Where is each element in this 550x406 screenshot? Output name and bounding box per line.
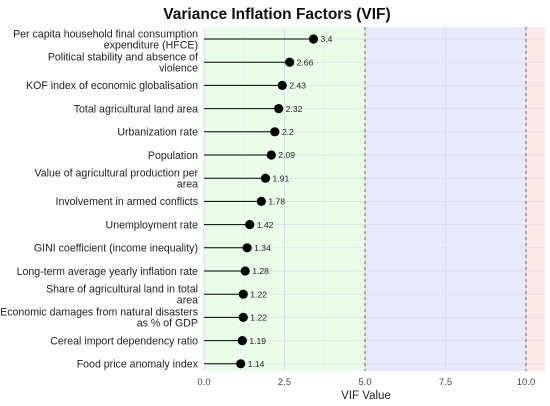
data-point xyxy=(240,266,250,276)
data-point xyxy=(242,243,252,253)
plot-area: 0.0 2.5 5.0 7.5 10.0 Per capita household fin… xyxy=(0,27,545,388)
category-label: Political stability and absence of violen… xyxy=(48,52,198,75)
x-axis-title: VIF Value xyxy=(341,390,391,402)
data-point xyxy=(270,127,280,137)
value-label: 1.91 xyxy=(273,173,290,183)
value-label: 1.22 xyxy=(250,289,267,299)
data-point xyxy=(260,173,271,183)
x-tick-label: 5.0 xyxy=(358,377,371,388)
data-point xyxy=(285,57,295,67)
category-label: Population xyxy=(148,150,198,162)
background-band-2 xyxy=(526,27,545,371)
category-label: Unemployment rate xyxy=(106,219,199,231)
value-label: 2.09 xyxy=(278,150,295,160)
category-label: Food price anomaly index xyxy=(77,359,199,371)
data-point xyxy=(277,80,287,90)
value-label: 1.14 xyxy=(248,359,265,369)
category-label: Total agricultural land area xyxy=(74,103,198,115)
data-point xyxy=(237,336,247,346)
value-label: 2.32 xyxy=(286,104,303,114)
category-label: Share of agricultural land in total area xyxy=(46,284,198,307)
data-point xyxy=(236,359,246,369)
x-tick-label: 10.0 xyxy=(517,377,536,388)
x-tick-label: 0.0 xyxy=(197,377,210,388)
value-label: 1.42 xyxy=(257,220,274,230)
category-label: Per capita household final consumption ex… xyxy=(13,28,198,51)
value-label: 2.43 xyxy=(289,81,306,91)
value-label: 1.22 xyxy=(250,313,267,323)
x-tick-label: 2.5 xyxy=(278,377,291,388)
data-point xyxy=(245,220,255,230)
value-label: 1.34 xyxy=(254,243,271,253)
value-label: 1.19 xyxy=(249,336,266,346)
x-tick-label: 7.5 xyxy=(439,377,452,388)
data-point xyxy=(238,312,248,322)
category-label: Long-term average yearly inflation rate xyxy=(17,266,198,278)
data-point xyxy=(308,34,319,44)
category-label: Involvement in armed conflicts xyxy=(56,196,199,208)
data-point xyxy=(256,196,266,206)
value-label: 1.78 xyxy=(268,197,285,207)
data-point xyxy=(238,289,248,299)
category-label: GINI coefficient (income inequality) xyxy=(34,243,198,255)
category-label: Value of agricultural production per area xyxy=(34,168,198,191)
category-label: Urbanization rate xyxy=(117,127,198,139)
value-label: 2.66 xyxy=(297,57,314,67)
data-point xyxy=(266,150,276,160)
category-label: KOF index of economic globalisation xyxy=(26,80,198,92)
category-label: Cereal import dependency ratio xyxy=(50,335,198,347)
value-label: 1.28 xyxy=(252,266,269,276)
chart-title: Variance Inflation Factors (VIF) xyxy=(163,6,390,23)
value-label: 2.2 xyxy=(282,127,294,137)
value-label: 3.4 xyxy=(320,34,332,44)
data-point xyxy=(274,104,284,114)
category-label: Economic damages from natural disasters a… xyxy=(0,307,198,330)
